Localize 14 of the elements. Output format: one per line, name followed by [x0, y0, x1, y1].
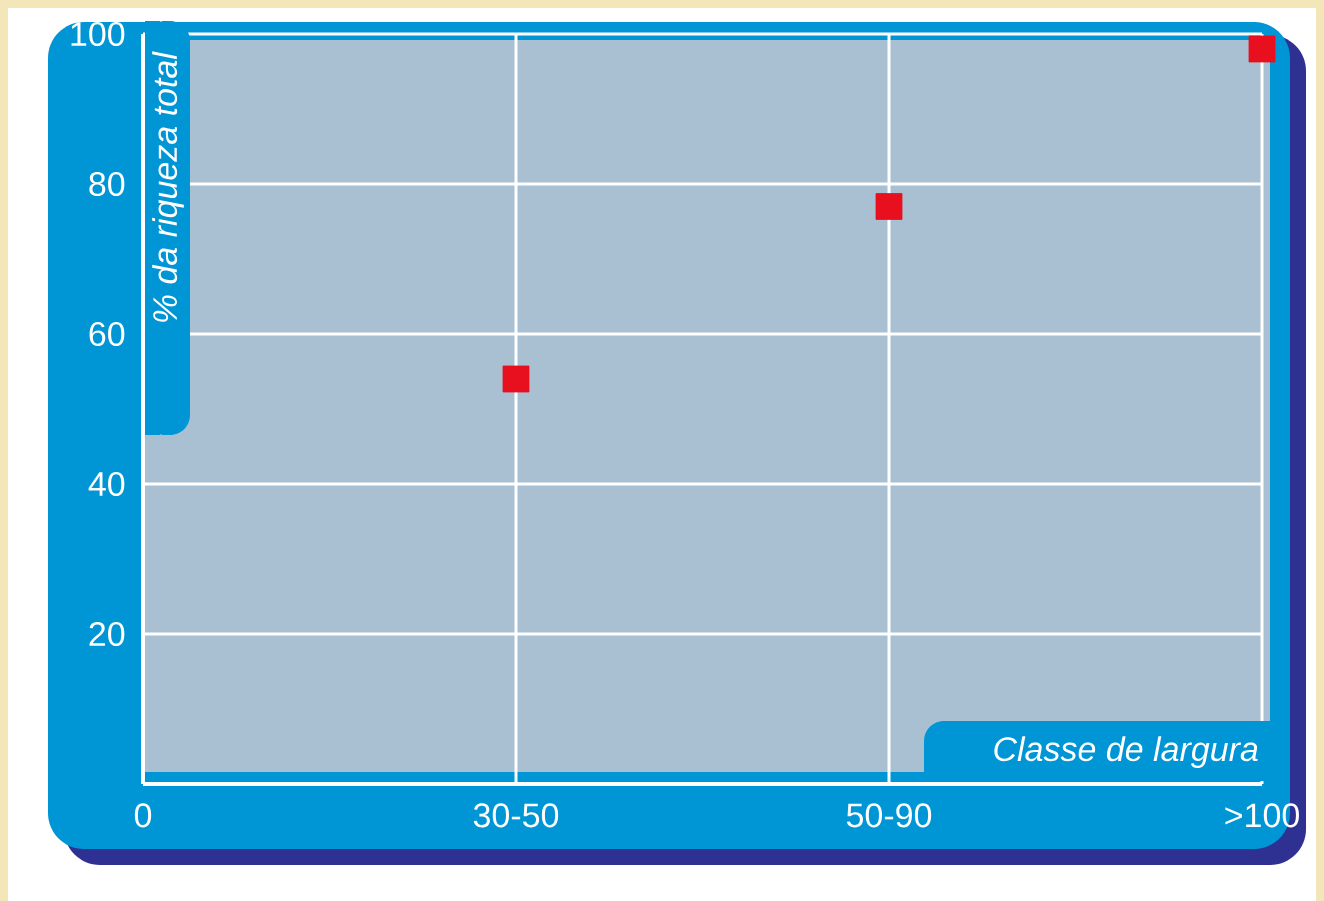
x-tick-label: 30-50 — [473, 803, 559, 828]
x-tick-label: 0 — [134, 803, 152, 828]
x-axis-title: Classe de largura — [994, 736, 1258, 768]
point — [875, 193, 903, 220]
y-tick-label: 60 — [89, 321, 125, 347]
point — [1248, 35, 1276, 63]
y-tick-label: 80 — [89, 171, 125, 197]
y-axis-title: % da riqueza total — [152, 51, 184, 322]
y-tick-label: 40 — [88, 471, 125, 497]
y-tick-label: 20 — [89, 621, 125, 647]
point — [502, 365, 530, 393]
x-tick-label: >100 — [1225, 803, 1299, 828]
y-tick-label: 100 — [71, 21, 125, 47]
x-tick-label: 50-90 — [846, 803, 932, 828]
